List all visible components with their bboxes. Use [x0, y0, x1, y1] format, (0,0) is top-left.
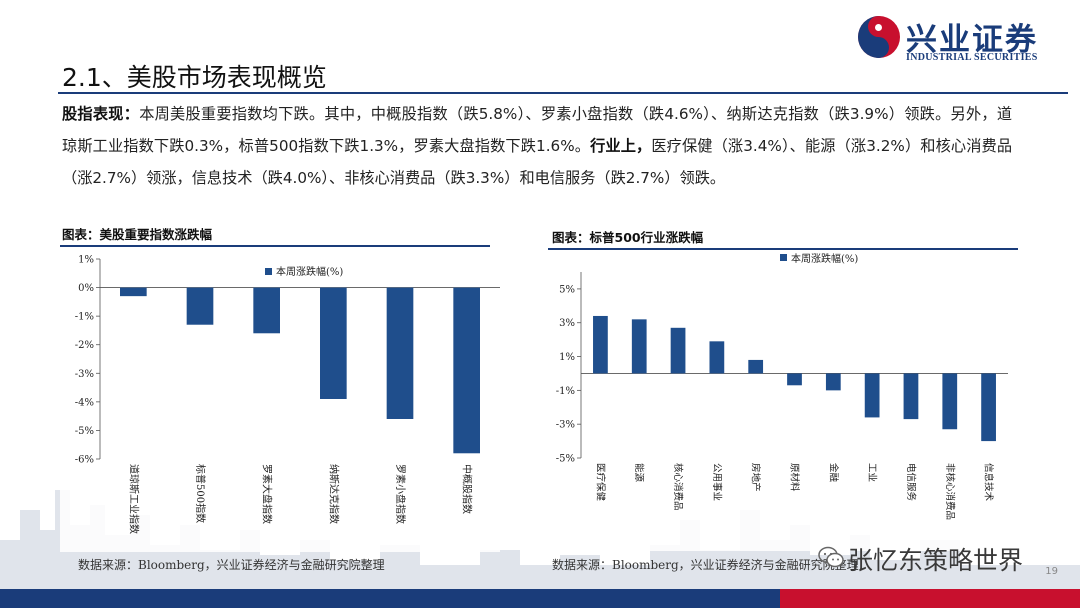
c2-bar	[748, 359, 764, 374]
c1-bar	[453, 287, 480, 454]
c2-category-label: 金融	[827, 463, 839, 483]
chart2-legend-swatch	[780, 254, 787, 261]
footer-bar	[0, 589, 1080, 608]
summary-bold-sector: 行业上，	[590, 137, 652, 155]
c1-bar	[386, 287, 414, 419]
title-divider	[58, 92, 1068, 94]
c1-category-label: 罗素大盘指数	[261, 464, 274, 524]
c2-ytick-label: -1%	[556, 386, 575, 397]
summary-bold-lead: 股指表现：	[62, 105, 140, 123]
footer-bar-accent	[780, 589, 1080, 608]
c2-category-label: 房地产	[750, 463, 762, 492]
c2-ytick-label: -3%	[556, 420, 575, 431]
c2-bar	[631, 319, 647, 374]
chart1-legend-swatch	[265, 268, 272, 275]
c2-bar	[593, 315, 608, 374]
c1-category-label: 罗素小盘指数	[394, 464, 407, 524]
chart1-caption: 图表：美股重要指数涨跌幅	[62, 227, 213, 242]
c2-category-label: 信息技术	[983, 463, 995, 502]
chart2-sector-returns: 5% 3% 1% -1% -3% -5% 医疗保健 能源 核心消费品 公用事业 房地产 原材料 金融 工…	[548, 251, 1018, 551]
summary-paragraph: 股指表现：本周美股重要指数均下跌。其中，中概股指数（跌5.8%）、罗素小盘指数（…	[62, 98, 1012, 194]
c2-category-label: 核心消费品	[672, 463, 684, 511]
summary-text-sectors: 医疗保健（涨3.4%）、能源（涨3.2%）和核心消费品（涨2.7%）领涨，信息技…	[62, 137, 1013, 187]
company-logo: 兴业证券 INDUSTRIAL SECURITIES	[858, 14, 1068, 68]
c2-ytick-label: -5%	[556, 454, 575, 465]
logo-mark-icon	[858, 16, 900, 58]
c1-ytick-label: 0%	[78, 283, 94, 294]
c1-category-label: 纳斯达克指数	[327, 464, 340, 524]
c1-ytick-label: -2%	[75, 340, 94, 351]
c2-bar	[981, 373, 996, 442]
c2-category-label: 原材料	[789, 463, 801, 492]
c2-category-label: 能源	[633, 463, 645, 483]
c1-category-label: 道琼斯工业指数	[127, 464, 140, 534]
chart2-source: 数据来源：Bloomberg，兴业证券经济与金融研究院整理	[552, 558, 859, 572]
chart1-caption-rule	[60, 245, 490, 247]
c2-bar	[825, 373, 841, 391]
c2-bar	[787, 373, 802, 386]
c1-ytick-label: -6%	[75, 455, 94, 466]
city-skyline-background	[0, 490, 1080, 590]
chart1-source: 数据来源：Bloomberg，兴业证券经济与金融研究院整理	[78, 558, 385, 572]
c2-ytick-label: 5%	[559, 284, 575, 295]
c2-bar	[670, 327, 686, 374]
c2-bar	[864, 373, 880, 418]
c1-bar	[253, 287, 280, 334]
chart1-index-returns: 1% 0% -1% -2% -3% -4% -5% -6% 道琼斯工业指数 标普500指数 罗素大…	[60, 248, 500, 552]
c1-category-label: 标普500指数	[194, 464, 207, 523]
page-number: 19	[1045, 566, 1058, 577]
c2-bar	[903, 373, 919, 420]
c1-ytick-label: 1%	[78, 255, 94, 266]
watermark-text: 张忆东策略世界	[848, 546, 1024, 575]
c1-ytick-label: -4%	[75, 397, 94, 408]
logo-english-name: INDUSTRIAL SECURITIES	[906, 52, 1038, 63]
c2-category-label: 工业	[866, 463, 877, 482]
c2-ytick-label: 1%	[559, 352, 575, 363]
c2-bar	[942, 373, 958, 430]
c1-bar	[186, 287, 214, 325]
c2-category-label: 医疗保健	[594, 463, 606, 502]
logo-chinese-name: 兴业证券	[906, 22, 1038, 58]
c2-category-label: 电信服务	[905, 463, 917, 502]
wechat-icon	[818, 546, 844, 568]
chart2-caption: 图表：标普500行业涨跌幅	[552, 230, 704, 245]
page-title: 2.1、美股市场表现概览	[62, 63, 327, 92]
c1-ytick-label: -3%	[75, 369, 94, 380]
chart2-legend-label: 本周涨跌幅(%)	[791, 252, 858, 265]
c1-category-label: 中概股指数	[461, 464, 474, 514]
c1-bar	[120, 287, 147, 297]
c2-category-label: 非核心消费品	[944, 463, 956, 520]
c2-bar	[709, 341, 725, 374]
c1-bar	[320, 287, 347, 399]
c2-ytick-label: 3%	[559, 318, 575, 329]
chart1-legend-label: 本周涨跌幅(%)	[276, 265, 343, 278]
summary-text-indices: 本周美股重要指数均下跌。其中，中概股指数（跌5.8%）、罗素小盘指数（跌4.6%…	[62, 105, 1013, 155]
c2-category-label: 公用事业	[711, 463, 723, 501]
c1-ytick-label: -1%	[75, 312, 94, 323]
c1-ytick-label: -5%	[75, 426, 94, 437]
chart2-caption-rule	[548, 248, 1018, 250]
